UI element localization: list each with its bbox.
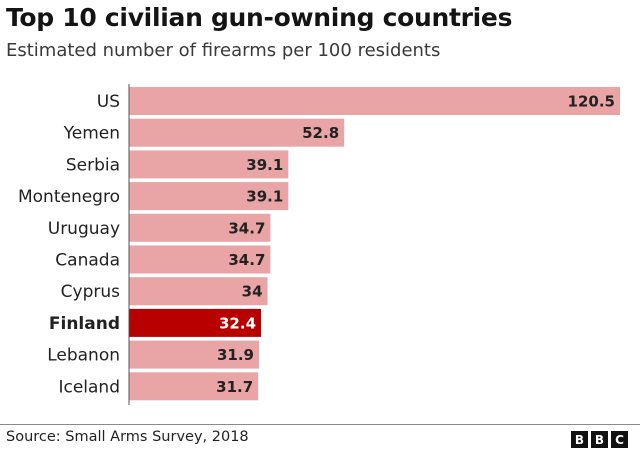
category-label: Iceland — [58, 377, 120, 397]
value-label: 34.7 — [228, 219, 265, 237]
source-note: Source: Small Arms Survey, 2018 — [6, 429, 249, 445]
category-label: Cyprus — [61, 282, 120, 302]
category-label: Serbia — [66, 155, 120, 175]
value-label: 120.5 — [568, 93, 615, 111]
chart-subtitle: Estimated number of firearms per 100 res… — [6, 40, 441, 61]
bar — [129, 277, 268, 306]
chart-title: Top 10 civilian gun-owning countries — [6, 3, 513, 32]
category-label: Finland — [49, 314, 120, 334]
category-label: Uruguay — [48, 219, 120, 239]
bar — [129, 372, 259, 401]
category-label: Montenegro — [18, 187, 120, 207]
category-label: Lebanon — [47, 346, 120, 366]
bar — [129, 150, 289, 179]
bar — [129, 182, 289, 211]
logo-letter: B — [591, 431, 608, 448]
bar-chart: US 120.5 Yemen 52.8 Serbia 39.1 Montenegro 39.1… — [18, 84, 620, 405]
value-label: 52.8 — [302, 124, 339, 142]
bar — [129, 245, 271, 274]
bar — [129, 340, 259, 369]
bar — [129, 308, 262, 337]
category-label: US — [97, 92, 120, 112]
logo-letter: B — [571, 431, 588, 448]
category-label: Canada — [55, 251, 120, 271]
value-label: 34 — [242, 283, 263, 301]
bar — [129, 87, 620, 115]
bar — [129, 213, 271, 242]
footer-divider — [0, 424, 640, 425]
value-label: 34.7 — [228, 251, 265, 269]
value-label: 31.7 — [216, 378, 253, 396]
value-label: 32.4 — [219, 314, 256, 332]
value-label: 31.9 — [217, 346, 254, 364]
bbc-logo: B B C — [571, 431, 628, 448]
category-label: Yemen — [63, 124, 120, 144]
value-label: 39.1 — [246, 156, 283, 174]
value-label: 39.1 — [246, 188, 283, 206]
bar — [129, 118, 345, 147]
logo-letter: C — [611, 431, 628, 448]
